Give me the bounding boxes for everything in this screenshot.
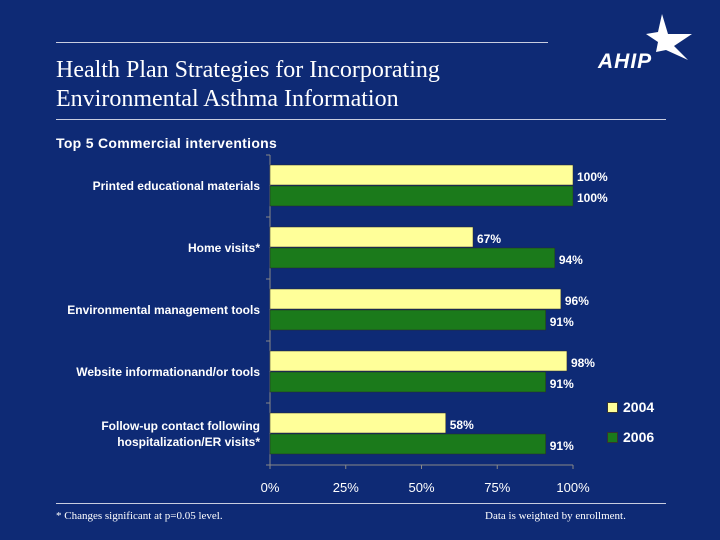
data-label-2004-3: 98% bbox=[571, 356, 595, 370]
category-label: Home visits* bbox=[188, 241, 260, 255]
ahip-logo-star-icon bbox=[646, 14, 692, 60]
bar-2006-0 bbox=[269, 185, 574, 207]
category-label: Environmental management tools bbox=[67, 303, 260, 317]
legend-label-2006: 2006 bbox=[623, 429, 655, 445]
bar-2006-1 bbox=[269, 247, 556, 269]
data-label-2006-3: 91% bbox=[550, 377, 574, 391]
category-label: Website informationand/or tools bbox=[76, 365, 260, 379]
x-tick-label: 25% bbox=[333, 480, 359, 495]
title-line-2: Environmental Asthma Information bbox=[56, 86, 399, 112]
data-label-2004-4: 58% bbox=[450, 418, 474, 432]
bar-2004-1 bbox=[269, 226, 474, 248]
legend-swatch-2006 bbox=[607, 432, 618, 443]
category-label: Printed educational materials bbox=[93, 179, 261, 193]
data-label-2006-0: 100% bbox=[577, 191, 608, 205]
bar-2004-4 bbox=[269, 412, 446, 434]
title-bottom-rule bbox=[56, 119, 666, 120]
chart-subtitle: Top 5 Commercial interventions bbox=[56, 135, 278, 151]
title-line-1: Health Plan Strategies for Incorporating bbox=[56, 57, 440, 83]
x-tick-label: 0% bbox=[261, 480, 280, 495]
legend-label-2004: 2004 bbox=[623, 399, 655, 415]
x-tick-label: 50% bbox=[408, 480, 434, 495]
category-label: hospitalization/ER visits* bbox=[117, 435, 260, 449]
data-label-2006-2: 91% bbox=[550, 315, 574, 329]
data-label-2004-2: 96% bbox=[565, 294, 589, 308]
category-label: Follow-up contact following bbox=[101, 419, 260, 433]
bar-2006-4 bbox=[269, 433, 546, 455]
legend-swatch-2004 bbox=[607, 402, 618, 413]
bar-2004-2 bbox=[269, 288, 562, 310]
data-label-2004-1: 67% bbox=[477, 232, 501, 246]
data-label-2004-0: 100% bbox=[577, 170, 608, 184]
footer-rule bbox=[56, 503, 666, 504]
bar-2006-2 bbox=[269, 309, 546, 331]
bar-2006-3 bbox=[269, 371, 546, 393]
title-top-rule bbox=[56, 42, 548, 43]
data-label-2006-1: 94% bbox=[559, 253, 583, 267]
footnote-weighting: Data is weighted by enrollment. bbox=[485, 510, 626, 522]
bar-2004-0 bbox=[269, 164, 574, 186]
bar-2004-3 bbox=[269, 350, 568, 372]
footnote-significance: * Changes significant at p=0.05 level. bbox=[56, 510, 223, 522]
page-title: Health Plan Strategies for Incorporating… bbox=[56, 56, 576, 114]
ahip-logo-text: AHIP bbox=[598, 50, 653, 73]
x-tick-label: 100% bbox=[556, 480, 590, 495]
data-label-2006-4: 91% bbox=[550, 439, 574, 453]
x-tick-label: 75% bbox=[484, 480, 510, 495]
